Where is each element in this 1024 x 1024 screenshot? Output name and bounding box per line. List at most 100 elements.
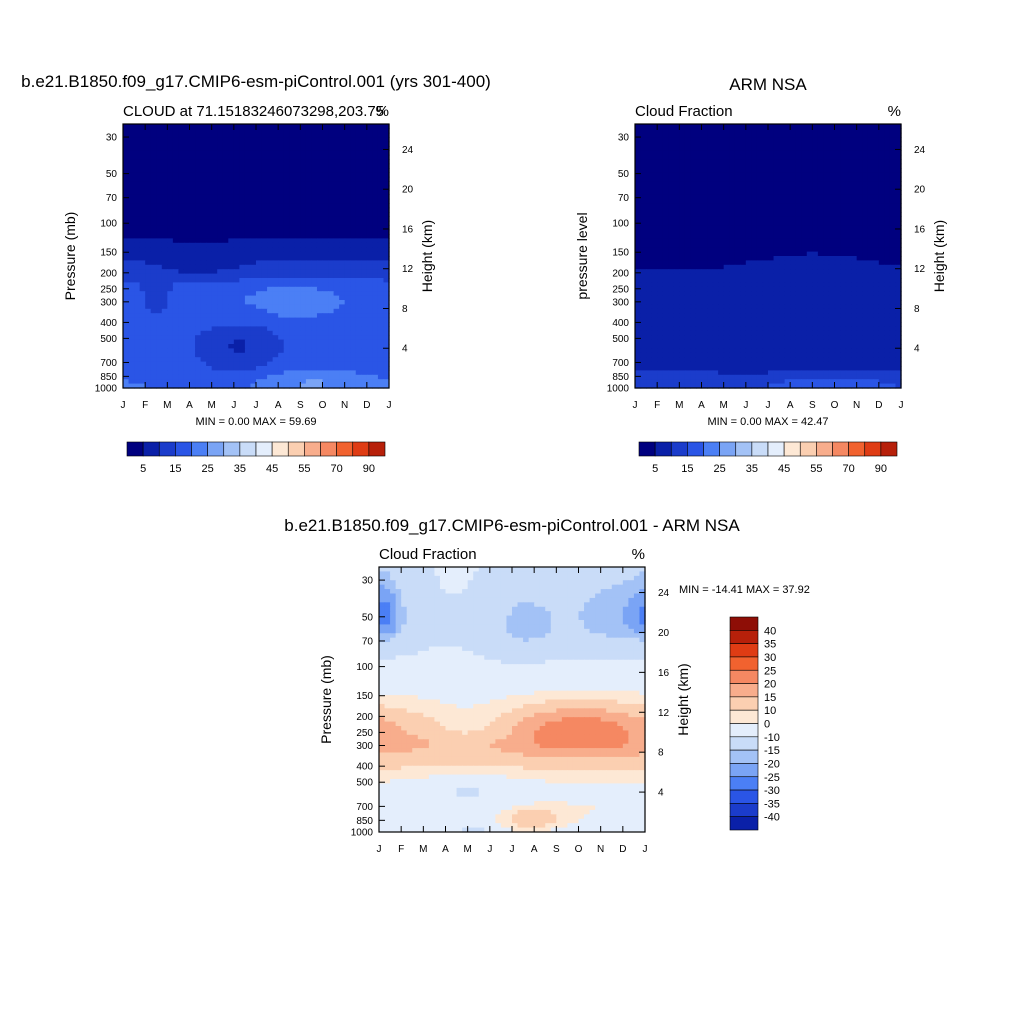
heatmap-cell — [156, 124, 163, 129]
heatmap-cell — [305, 326, 313, 332]
heatmap-cell — [817, 190, 825, 195]
heatmap-cell — [272, 313, 279, 319]
heatmap-cell — [834, 247, 841, 253]
heatmap-cell — [217, 295, 224, 301]
heatmap-cell — [233, 278, 240, 283]
heatmap-cell — [256, 203, 263, 209]
heatmap-cell — [712, 132, 719, 138]
heatmap-cell — [333, 374, 340, 380]
heatmap-cell — [316, 163, 324, 169]
heatmap-cell — [239, 374, 246, 380]
heatmap-cell — [651, 124, 658, 129]
heatmap-cell — [272, 335, 279, 341]
heatmap-cell — [289, 366, 296, 371]
heatmap-cell — [723, 154, 730, 160]
heatmap-cell — [300, 269, 307, 275]
heatmap-cell — [289, 194, 296, 200]
heatmap-cell — [355, 163, 362, 169]
heatmap-cell — [123, 317, 130, 323]
heatmap-cell — [790, 137, 797, 143]
heatmap-cell — [823, 146, 830, 151]
heatmap-cell — [828, 203, 836, 209]
heatmap-cell — [377, 247, 385, 253]
heatmap-cell — [729, 181, 736, 187]
heatmap-cell — [316, 247, 324, 253]
heatmap-cell — [278, 132, 285, 138]
heatmap-cell — [372, 220, 379, 226]
heatmap-cell — [183, 326, 191, 332]
heatmap-cell — [272, 141, 279, 147]
heatmap-cell — [355, 273, 362, 279]
heatmap-cell — [695, 238, 703, 244]
heatmap-cell — [150, 282, 157, 288]
heatmap-cell — [311, 326, 318, 332]
heatmap-cell — [206, 304, 213, 310]
heatmap-cell — [244, 300, 252, 305]
heatmap-cell — [366, 313, 373, 319]
heatmap-cell — [745, 291, 752, 297]
heatmap-cell — [867, 194, 874, 200]
heatmap-cell — [817, 207, 825, 213]
heatmap-cell — [328, 278, 335, 283]
heatmap-cell — [344, 128, 351, 134]
heatmap-cell — [377, 207, 385, 213]
heatmap-cell — [200, 159, 207, 165]
heatmap-cell — [161, 234, 168, 239]
heatmap-cell — [812, 273, 819, 279]
heatmap-cell — [845, 203, 852, 209]
heatmap-cell — [779, 168, 786, 173]
heatmap-cell — [239, 344, 246, 349]
heatmap-cell — [707, 159, 714, 165]
heatmap-cell — [734, 304, 741, 310]
heatmap-cell — [339, 203, 346, 209]
heatmap-cell — [339, 322, 346, 327]
heatmap-cell — [768, 291, 775, 297]
heatmap-cell — [322, 374, 329, 380]
heatmap-cell — [222, 383, 229, 389]
heatmap-cell — [123, 159, 130, 165]
heatmap-cell — [845, 168, 852, 173]
heatmap-cell — [718, 229, 725, 235]
heatmap-cell — [768, 141, 775, 147]
heatmap-cell — [801, 154, 808, 160]
heatmap-cell — [344, 216, 351, 222]
heatmap-cell — [156, 256, 163, 261]
heatmap-cell — [189, 278, 196, 283]
heatmap-cell — [734, 273, 741, 279]
heatmap-cell — [718, 247, 725, 253]
heatmap-cell — [150, 168, 157, 173]
heatmap-cell — [244, 207, 252, 213]
heatmap-cell — [272, 225, 279, 231]
heatmap-cell — [150, 146, 157, 151]
heatmap-cell — [195, 326, 202, 332]
heatmap-cell — [217, 286, 224, 292]
heatmap-cell — [701, 128, 708, 134]
heatmap-cell — [217, 141, 224, 147]
heatmap-cell — [267, 212, 274, 217]
heatmap-cell — [662, 168, 669, 173]
heatmap-cell — [895, 282, 902, 288]
heatmap-cell — [167, 330, 174, 336]
heatmap-cell — [383, 207, 390, 213]
heatmap-cell — [294, 185, 301, 191]
heatmap-cell — [884, 260, 891, 266]
heatmap-cell — [289, 339, 296, 345]
heatmap-cell — [806, 273, 813, 279]
heatmap-cell — [128, 326, 135, 332]
heatmap-cell — [684, 278, 692, 283]
heatmap-cell — [745, 172, 752, 178]
heatmap-cell — [311, 357, 318, 363]
heatmap-cell — [862, 181, 869, 187]
heatmap-cell — [695, 203, 703, 209]
heatmap-cell — [651, 251, 658, 257]
heatmap-cell — [244, 163, 252, 169]
heatmap-cell — [745, 216, 752, 222]
heatmap-cell — [795, 128, 802, 134]
heatmap-cell — [773, 225, 780, 231]
heatmap-cell — [673, 238, 680, 244]
heatmap-cell — [278, 137, 285, 143]
heatmap-cell — [361, 370, 368, 376]
heatmap-cell — [701, 181, 708, 187]
heatmap-cell — [239, 154, 246, 160]
heatmap-cell — [172, 172, 180, 178]
